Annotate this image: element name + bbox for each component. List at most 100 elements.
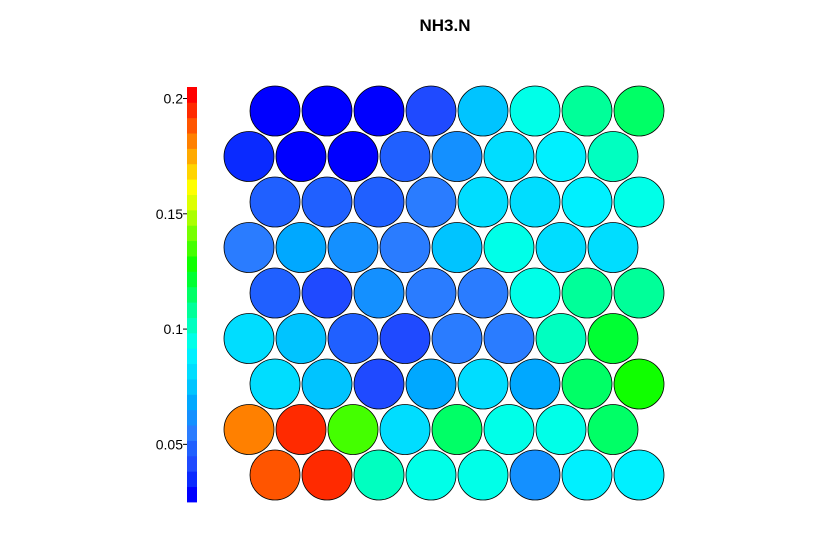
hex-cell-grid (223, 85, 665, 501)
hex-cell-0-5 (509, 85, 561, 137)
hex-cell-5-0 (223, 313, 275, 364)
hex-cell-7-4 (431, 404, 483, 455)
hex-cell-2-4 (457, 176, 509, 228)
hex-cell-7-2 (327, 404, 379, 455)
hex-cell-8-0 (249, 449, 301, 501)
color-scale-segment (187, 209, 197, 226)
hex-cell-4-3 (405, 267, 457, 319)
hex-cell-8-2 (353, 449, 405, 501)
hex-cell-6-7 (613, 358, 665, 410)
color-scale-segment (187, 256, 197, 272)
hex-cell-3-1 (275, 222, 327, 273)
hex-cell-4-4 (457, 267, 509, 319)
hex-cell-0-6 (561, 85, 613, 137)
hex-cell-3-0 (223, 222, 275, 273)
hex-cell-6-6 (561, 358, 613, 410)
hex-cell-8-6 (561, 449, 613, 501)
hex-cell-8-5 (509, 449, 561, 501)
color-scale-segment (187, 471, 197, 488)
hex-cell-8-7 (613, 449, 665, 501)
hex-cell-7-7 (587, 404, 639, 455)
hex-cell-5-4 (431, 313, 483, 364)
hex-cell-1-5 (483, 131, 535, 182)
hex-cell-2-3 (405, 176, 457, 228)
color-scale-ticks: 0.05 0.1 0.15 0.2 (156, 91, 187, 452)
hex-cell-3-2 (327, 222, 379, 273)
color-scale-segment (187, 440, 197, 457)
hex-cell-3-7 (587, 222, 639, 273)
color-scale-segment (187, 379, 197, 395)
color-scale-segment (187, 117, 197, 134)
color-scale-bar (187, 87, 197, 503)
color-scale-tick-label: 0.15 (156, 206, 183, 222)
color-scale-segment (187, 87, 197, 103)
hex-cell-2-2 (353, 176, 405, 228)
hex-cell-7-6 (535, 404, 587, 455)
hex-cell-7-1 (275, 404, 327, 455)
color-scale-tick-label: 0.1 (164, 321, 184, 337)
color-scale-segment (187, 394, 197, 411)
hex-cell-6-3 (405, 358, 457, 410)
color-scale-segment (187, 102, 197, 119)
hex-cell-4-5 (509, 267, 561, 319)
hex-cell-3-6 (535, 222, 587, 273)
hex-cell-6-2 (353, 358, 405, 410)
hex-cell-2-0 (249, 176, 301, 228)
hex-cell-6-0 (249, 358, 301, 410)
hex-cell-1-3 (379, 131, 431, 182)
hex-cell-4-1 (301, 267, 353, 319)
color-scale-segment (187, 163, 197, 180)
hex-cell-3-4 (431, 222, 483, 273)
color-scale-segment (187, 271, 197, 288)
hex-cell-0-2 (353, 85, 405, 137)
hex-cell-0-1 (301, 85, 353, 137)
color-scale-segment (187, 302, 197, 318)
hex-cell-6-4 (457, 358, 509, 410)
hex-cell-1-4 (431, 131, 483, 182)
color-scale-segment (187, 425, 197, 441)
hex-cell-1-6 (535, 131, 587, 182)
hex-cell-7-0 (223, 404, 275, 455)
hex-cell-5-2 (327, 313, 379, 364)
color-scale-tick-label: 0.2 (164, 91, 184, 107)
hex-cell-2-1 (301, 176, 353, 228)
color-scale-segment (187, 194, 197, 211)
color-scale-segment (187, 240, 197, 257)
color-scale-segment (187, 348, 197, 365)
hex-cell-5-5 (483, 313, 535, 364)
hex-cell-5-3 (379, 313, 431, 364)
color-scale-tick-label: 0.05 (156, 436, 183, 452)
hex-cell-0-7 (613, 85, 665, 137)
hex-cell-8-4 (457, 449, 509, 501)
hex-cell-2-5 (509, 176, 561, 228)
hex-cell-4-0 (249, 267, 301, 319)
hex-cell-1-7 (587, 131, 639, 182)
color-scale-segment (187, 332, 197, 349)
color-scale-segment (187, 148, 197, 165)
color-scale-segment (187, 486, 197, 503)
color-scale-segment (187, 179, 197, 195)
hex-cell-4-2 (353, 267, 405, 319)
color-scale-segment (187, 133, 197, 149)
color-scale-segment (187, 409, 197, 426)
hex-cell-0-3 (405, 85, 457, 137)
hex-cell-3-3 (379, 222, 431, 273)
color-scale-segment (187, 317, 197, 334)
hex-cell-2-6 (561, 176, 613, 228)
hex-cell-0-4 (457, 85, 509, 137)
hex-cell-7-3 (379, 404, 431, 455)
hex-cell-2-7 (613, 176, 665, 228)
hex-cell-1-0 (223, 131, 275, 182)
hex-cell-4-6 (561, 267, 613, 319)
color-scale-segment (187, 225, 197, 242)
color-scale-segment (187, 455, 197, 472)
color-scale-segment (187, 286, 197, 303)
hex-cell-3-5 (483, 222, 535, 273)
hex-cell-5-1 (275, 313, 327, 364)
hex-cell-4-7 (613, 267, 665, 319)
hex-cell-8-1 (301, 449, 353, 501)
color-scale-segment (187, 363, 197, 380)
hex-cell-0-0 (249, 85, 301, 137)
hex-cell-1-1 (275, 131, 327, 182)
